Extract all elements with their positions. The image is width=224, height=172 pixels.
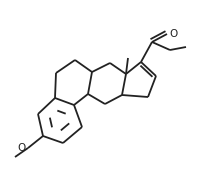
- Text: O: O: [18, 143, 26, 153]
- Text: O: O: [169, 29, 177, 39]
